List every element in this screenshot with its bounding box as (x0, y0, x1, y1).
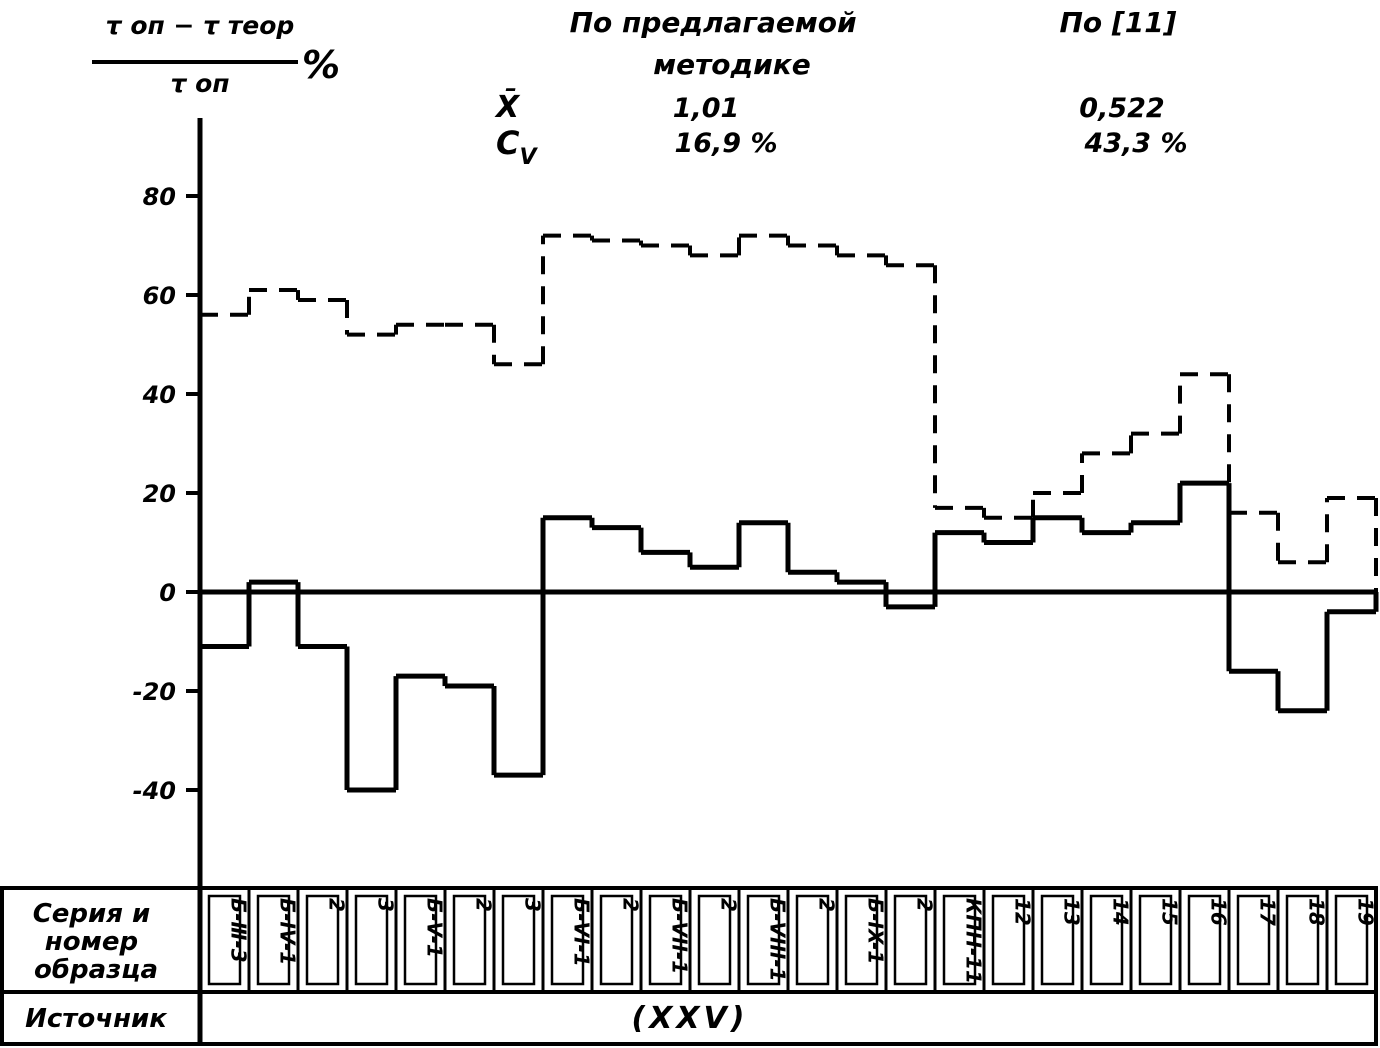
category-label: 3 (374, 898, 398, 912)
category-cell-box (1236, 894, 1271, 986)
category-label: Б-V-1 (423, 898, 447, 958)
series-header-method-line-1: По предлагаемой (570, 6, 857, 39)
series-header-ref: По [11] (1060, 6, 1177, 39)
category-cell-box (844, 894, 879, 986)
category-label: 2 (325, 898, 349, 912)
y-tick-label: 80 (143, 183, 176, 211)
stats-cv-label-sub: V (519, 145, 538, 170)
category-cell-box (1187, 894, 1222, 986)
category-label: 2 (619, 898, 643, 912)
table-row1-label-line-3: образца (34, 955, 158, 985)
category-cell-box (1334, 894, 1369, 986)
stats-mean-ref: 0,522 (1079, 93, 1164, 124)
sample-table: Серия и номер образца Источник (XXV) Б-Ⅲ… (0, 886, 1378, 1046)
category-cell-box (942, 894, 977, 986)
category-label: 2 (717, 898, 741, 912)
category-cell-box (550, 894, 585, 986)
category-cell-box (991, 894, 1026, 986)
category-label: Б-IX-1 (864, 898, 888, 964)
category-cell-box (746, 894, 781, 986)
category-cell-box (354, 894, 389, 986)
category-cell-box (1285, 894, 1320, 986)
table-row1-label-line-1: Серия и (33, 899, 151, 929)
category-cell-box (697, 894, 732, 986)
category-cell-box (305, 894, 340, 986)
y-label-numerator: τ оп − τ теор (106, 11, 295, 40)
y-axis-label: τ оп − τ теор τ оп % (92, 11, 340, 98)
category-label: 14 (1109, 898, 1133, 926)
y-ticks: 80 60 40 20 0 -20 -40 (133, 183, 200, 805)
category-cell-box (452, 894, 487, 986)
stats-cv-ref: 43,3 % (1083, 128, 1187, 159)
category-cell-box (1040, 894, 1075, 986)
stats-cv-label: CV (496, 124, 538, 170)
series-header-method-line-2: методике (653, 48, 811, 81)
y-tick-label: -40 (133, 777, 176, 805)
category-cell-box (501, 894, 536, 986)
y-tick-label: 20 (143, 480, 176, 508)
category-label: Б-VI-1 (570, 898, 594, 967)
category-cell-box (599, 894, 634, 986)
category-cell-box (648, 894, 683, 986)
category-label: 2 (815, 898, 839, 912)
category-label: 2 (913, 898, 937, 912)
category-label: 16 (1207, 898, 1231, 926)
category-label: КПН-11 (962, 898, 986, 984)
stats-cv-method: 16,9 % (674, 128, 777, 159)
series-header-method: По предлагаемой методике (570, 6, 867, 81)
y-label-denominator: τ оп (170, 69, 229, 98)
y-tick-label: -20 (133, 678, 176, 706)
stats-block: X̄ 1,01 0,522 CV 16,9 % 43,3 % (494, 88, 1188, 170)
category-label: 18 (1305, 898, 1329, 926)
category-label: 15 (1158, 898, 1182, 926)
table-row1-label-line-2: номер (45, 927, 138, 957)
category-cell-box (1089, 894, 1124, 986)
category-label: 17 (1256, 898, 1280, 926)
series-method-solid (197, 480, 1379, 793)
category-label: 3 (521, 898, 545, 912)
category-cell-box (256, 894, 291, 986)
y-tick-label: 40 (142, 381, 176, 409)
y-label-unit: % (302, 43, 340, 87)
category-label: 12 (1011, 898, 1035, 926)
category-cell-box (893, 894, 928, 986)
table-row1-label: Серия и номер образца (33, 899, 160, 985)
stats-mean-label: X̄ (494, 88, 521, 125)
y-tick-label: 0 (159, 579, 176, 607)
category-label: Б-IV-1 (276, 898, 300, 965)
category-label: Б-VIII-1 (766, 898, 790, 982)
category-cell-box (1138, 894, 1173, 986)
category-cell-box (207, 894, 242, 986)
stats-mean-method: 1,01 (673, 93, 740, 124)
category-label: Б-Ⅲ-3 (227, 898, 251, 963)
category-cell-box (795, 894, 830, 986)
table-source-value: (XXV) (632, 1001, 749, 1036)
y-tick-label: 60 (143, 282, 176, 310)
category-label: 13 (1060, 898, 1084, 926)
category-cell-box (403, 894, 438, 986)
category-label: 2 (472, 898, 496, 912)
category-cells: Б-Ⅲ-3 Б-IV-1 2 3 Б-V-1 2 3 Б-VI-1 2 Б-VII-1 2 Б-VII… (207, 888, 1378, 992)
stats-cv-label-main: C (496, 124, 520, 162)
category-label: Б-VII-1 (668, 898, 692, 974)
category-label: 19 (1354, 898, 1378, 926)
table-row2-label: Источник (25, 1004, 168, 1034)
